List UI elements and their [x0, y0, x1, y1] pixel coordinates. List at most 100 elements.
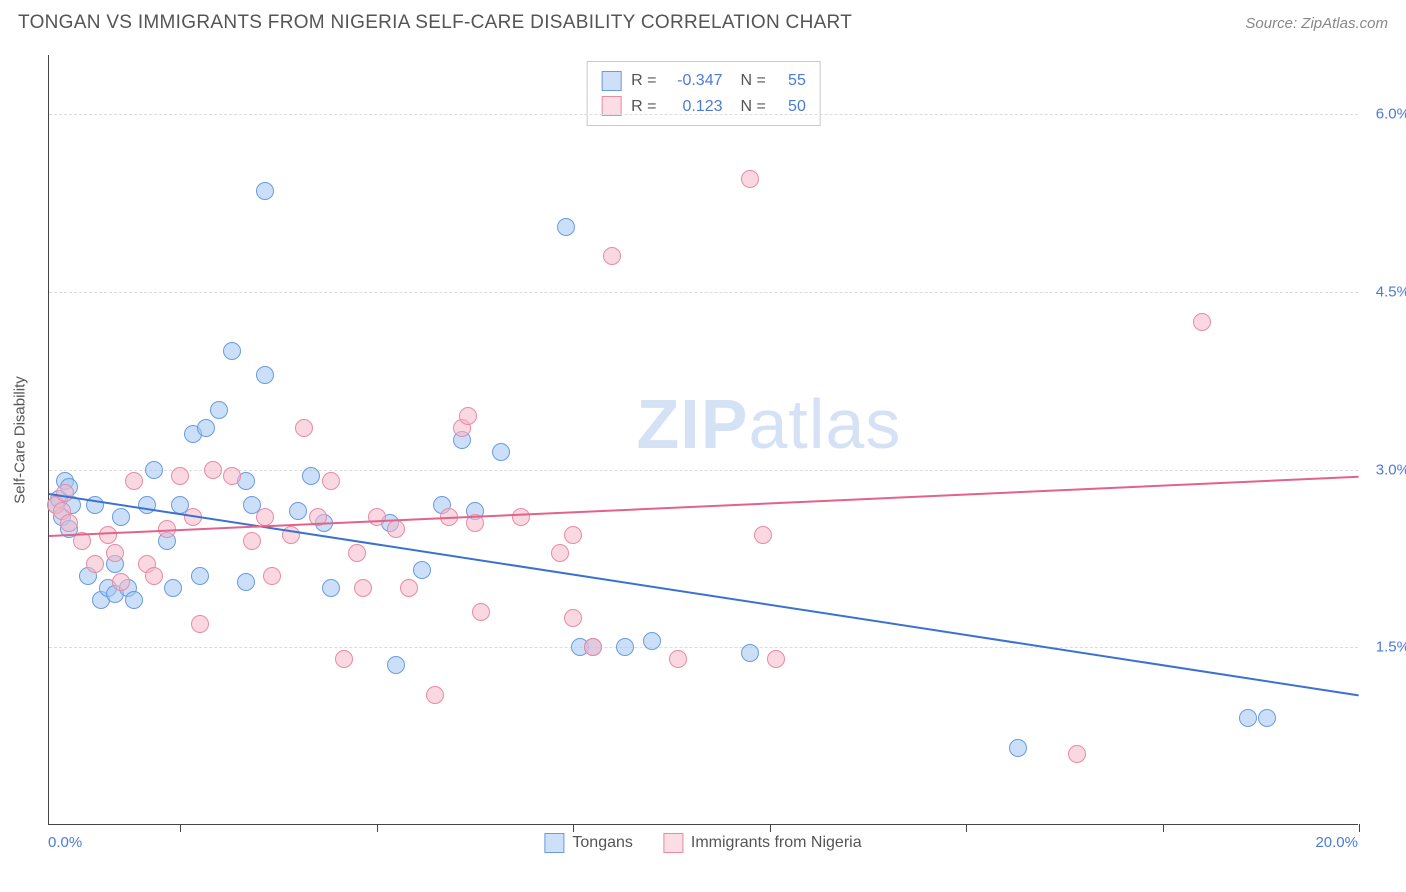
stat-row: R = -0.347 N = 55 [601, 68, 806, 94]
data-point [557, 218, 575, 236]
y-tick-label: 4.5% [1376, 283, 1406, 300]
data-point [322, 472, 340, 490]
x-axis-min-label: 0.0% [48, 834, 82, 851]
data-point [197, 419, 215, 437]
data-point [1068, 745, 1086, 763]
x-tick [966, 824, 967, 832]
data-point [86, 555, 104, 573]
data-point [754, 526, 772, 544]
data-point [99, 526, 117, 544]
source-attribution: Source: ZipAtlas.com [1245, 15, 1388, 32]
x-tick [1163, 824, 1164, 832]
data-point [125, 472, 143, 490]
gridline [49, 292, 1358, 293]
data-point [492, 443, 510, 461]
data-point [413, 561, 431, 579]
y-tick-label: 6.0% [1376, 106, 1406, 123]
data-point [1009, 739, 1027, 757]
data-point [564, 609, 582, 627]
data-point [767, 650, 785, 668]
data-point [387, 520, 405, 538]
data-point [191, 567, 209, 585]
legend-swatch [663, 833, 683, 853]
stat-n-label: N = [741, 94, 766, 120]
data-point [164, 579, 182, 597]
data-point [138, 496, 156, 514]
data-point [60, 514, 78, 532]
chart-title: TONGAN VS IMMIGRANTS FROM NIGERIA SELF-C… [18, 12, 852, 34]
x-tick [180, 824, 181, 832]
data-point [551, 544, 569, 562]
data-point [171, 467, 189, 485]
legend-item: Tongans [544, 833, 633, 853]
data-point [741, 644, 759, 662]
data-point [616, 638, 634, 656]
data-point [263, 567, 281, 585]
data-point [125, 591, 143, 609]
gridline [49, 470, 1358, 471]
data-point [145, 567, 163, 585]
stat-r-label: R = [631, 68, 656, 94]
legend-swatch [601, 71, 621, 91]
data-point [643, 632, 661, 650]
data-point [335, 650, 353, 668]
data-point [400, 579, 418, 597]
chart-legend: Tongans Immigrants from Nigeria [544, 833, 861, 853]
x-tick [1359, 824, 1360, 832]
data-point [191, 615, 209, 633]
stat-row: R = 0.123 N = 50 [601, 94, 806, 120]
data-point [237, 573, 255, 591]
data-point [741, 170, 759, 188]
data-point [512, 508, 530, 526]
data-point [603, 247, 621, 265]
data-point [256, 182, 274, 200]
watermark: ZIPatlas [637, 384, 902, 464]
legend-item: Immigrants from Nigeria [663, 833, 862, 853]
y-tick-label: 1.5% [1376, 639, 1406, 656]
data-point [669, 650, 687, 668]
data-point [256, 366, 274, 384]
gridline [49, 647, 1358, 648]
data-point [289, 502, 307, 520]
stat-r-value: 0.123 [667, 94, 723, 120]
data-point [426, 686, 444, 704]
x-axis-max-label: 20.0% [1315, 834, 1358, 851]
data-point [584, 638, 602, 656]
data-point [243, 532, 261, 550]
data-point [106, 544, 124, 562]
x-tick [770, 824, 771, 832]
data-point [354, 579, 372, 597]
x-tick [573, 824, 574, 832]
data-point [472, 603, 490, 621]
y-tick-label: 3.0% [1376, 461, 1406, 478]
data-point [368, 508, 386, 526]
legend-swatch [544, 833, 564, 853]
data-point [256, 508, 274, 526]
stat-r-value: -0.347 [667, 68, 723, 94]
data-point [56, 484, 74, 502]
data-point [223, 467, 241, 485]
data-point [223, 342, 241, 360]
data-point [1258, 709, 1276, 727]
data-point [1239, 709, 1257, 727]
data-point [210, 401, 228, 419]
stat-n-value: 50 [776, 94, 806, 120]
data-point [295, 419, 313, 437]
trend-line [49, 493, 1359, 696]
data-point [1193, 313, 1211, 331]
data-point [112, 508, 130, 526]
stat-n-value: 55 [776, 68, 806, 94]
plot-area: ZIPatlas R =-0.347N =55R =0.123N =50 1.5… [48, 55, 1358, 825]
data-point [322, 579, 340, 597]
data-point [564, 526, 582, 544]
stat-r-label: R = [631, 94, 656, 120]
data-point [348, 544, 366, 562]
scatter-chart: Self-Care Disability ZIPatlas R =-0.347N… [48, 55, 1358, 825]
data-point [112, 573, 130, 591]
data-point [302, 467, 320, 485]
x-tick [377, 824, 378, 832]
legend-label: Immigrants from Nigeria [691, 834, 862, 852]
stat-n-label: N = [741, 68, 766, 94]
y-axis-label: Self-Care Disability [12, 376, 29, 504]
data-point [204, 461, 222, 479]
